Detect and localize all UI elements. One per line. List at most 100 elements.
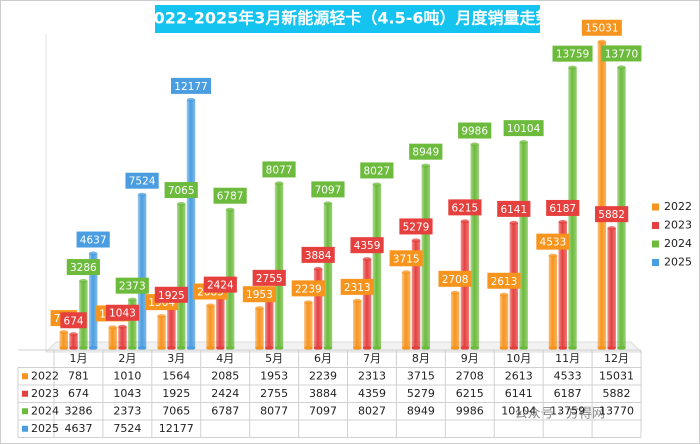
bar-top xyxy=(128,297,137,302)
bar-base xyxy=(323,346,333,350)
bar-base xyxy=(607,346,616,350)
legend-swatch xyxy=(652,259,659,266)
bar-body xyxy=(128,299,137,348)
table-value: 3286 xyxy=(64,404,92,417)
data-label: 3715 xyxy=(393,253,420,265)
bar-top xyxy=(186,97,196,102)
data-label-box xyxy=(360,162,394,179)
bar-top xyxy=(499,292,509,297)
table-value: 7065 xyxy=(162,404,190,417)
table-value: 7097 xyxy=(309,404,337,417)
table-value: 1010 xyxy=(113,369,141,382)
table-value: 13770 xyxy=(599,404,634,417)
table-value: 6215 xyxy=(456,387,484,400)
data-label-box xyxy=(66,259,100,276)
data-label-box xyxy=(546,199,580,216)
bar-body xyxy=(304,302,313,348)
data-label: 12177 xyxy=(174,81,207,93)
bar-top xyxy=(421,163,431,168)
data-label-box xyxy=(487,272,521,289)
data-label-box xyxy=(458,122,492,139)
bar xyxy=(362,257,372,350)
bar xyxy=(176,202,186,350)
table-value: 1953 xyxy=(260,369,288,382)
bar xyxy=(499,292,509,350)
data-label: 7097 xyxy=(315,184,342,196)
bar-body xyxy=(372,184,382,348)
table-value: 8077 xyxy=(260,404,288,417)
x-tick-label: 5月 xyxy=(265,352,283,365)
data-label: 5882 xyxy=(598,209,625,221)
bar-body xyxy=(108,327,117,348)
bar-body xyxy=(118,326,127,348)
data-label: 15031 xyxy=(585,23,618,35)
bar-top xyxy=(255,306,264,311)
bar-top xyxy=(206,303,215,308)
table-value: 1043 xyxy=(113,387,141,400)
data-label-box xyxy=(115,277,149,294)
table-legend-swatch xyxy=(22,373,28,380)
bar xyxy=(597,39,607,350)
table-value: 7524 xyxy=(113,422,141,435)
watermark: 公众号 · 方得网 xyxy=(515,406,605,422)
bar-body xyxy=(607,228,616,348)
bar-body xyxy=(323,203,333,348)
bar-base xyxy=(568,346,577,350)
data-label: 4637 xyxy=(80,235,107,247)
table-legend-swatch xyxy=(22,408,28,415)
bar xyxy=(519,140,528,350)
bar-body xyxy=(274,183,284,348)
bar-top xyxy=(79,279,88,284)
data-label-box xyxy=(438,270,472,287)
data-label: 3884 xyxy=(305,250,332,262)
data-label: 2373 xyxy=(119,281,146,293)
bar xyxy=(313,266,323,350)
data-label-box xyxy=(448,199,482,216)
table-value: 6187 xyxy=(554,387,582,400)
table-value: 2239 xyxy=(309,369,337,382)
bar xyxy=(216,296,225,350)
table-value: 5882 xyxy=(603,387,631,400)
bar-base xyxy=(470,346,479,350)
bar xyxy=(186,97,196,350)
data-label: 2424 xyxy=(207,280,234,292)
legend-swatch xyxy=(652,203,659,211)
bar-base xyxy=(362,346,372,350)
bar-body xyxy=(401,272,411,348)
bar-body xyxy=(186,99,196,349)
data-label-box xyxy=(399,218,433,235)
x-tick-label: 6月 xyxy=(314,352,332,365)
bar-body xyxy=(216,298,225,348)
legend-swatch xyxy=(652,240,659,248)
bar-top xyxy=(558,219,567,224)
legend-swatch xyxy=(652,222,659,229)
bar xyxy=(421,163,431,350)
bar-top xyxy=(509,220,519,225)
title-box xyxy=(155,5,540,33)
bar xyxy=(206,303,215,350)
data-label: 3286 xyxy=(70,262,97,274)
data-label-box xyxy=(105,304,140,321)
bar-base xyxy=(450,346,460,350)
bar-base xyxy=(255,346,264,350)
bar xyxy=(323,201,333,350)
data-label-box xyxy=(536,233,570,250)
bar-base xyxy=(79,346,88,350)
table-value: 2424 xyxy=(211,387,239,400)
bar-top xyxy=(88,251,98,256)
bar-body xyxy=(597,41,607,348)
bar-base xyxy=(118,346,127,350)
table-value: 2313 xyxy=(358,369,386,382)
data-label-box xyxy=(581,19,622,36)
bar-base xyxy=(304,346,313,350)
data-label-box xyxy=(213,187,247,204)
table-value: 1564 xyxy=(162,369,190,382)
bar-top xyxy=(401,270,411,275)
bar xyxy=(274,181,284,350)
x-tick-label: 7月 xyxy=(363,352,381,365)
bar-top xyxy=(157,314,166,319)
data-label: 6215 xyxy=(452,202,479,214)
bar-top xyxy=(362,257,372,262)
data-label-box xyxy=(595,206,629,223)
